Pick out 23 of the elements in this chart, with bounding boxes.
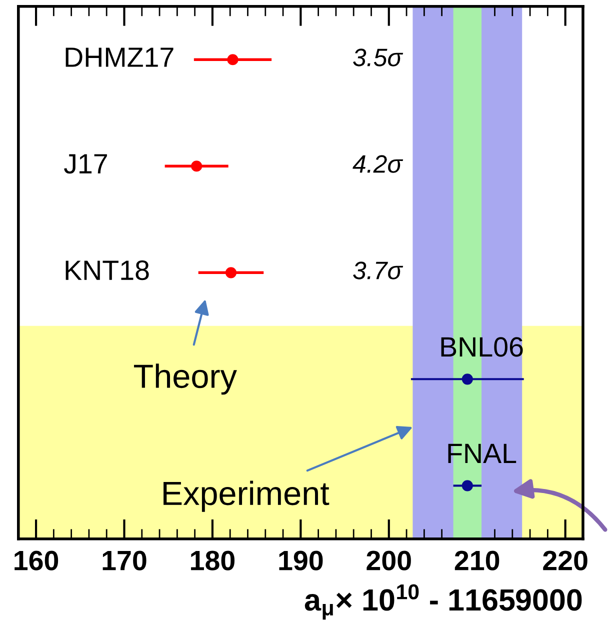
annotation: 3.7σ	[353, 262, 404, 280]
annotation: Theory	[134, 364, 237, 395]
x-tick-label: 170	[102, 550, 146, 570]
annotation: 3.5σ	[353, 48, 404, 66]
x-tick-label: 180	[191, 550, 234, 570]
annotation: 4.2σ	[352, 155, 404, 173]
point	[225, 267, 237, 278]
x-tick-label: 190	[279, 550, 323, 570]
y-tick-label: FNAL	[448, 444, 516, 464]
y-tick-label: KNT18	[66, 260, 149, 280]
point	[462, 374, 473, 385]
x-tick-label: 200	[366, 550, 411, 570]
x-tick-label: 210	[454, 550, 500, 570]
point	[462, 480, 473, 492]
point	[191, 160, 202, 172]
annotation: Experiment	[164, 480, 330, 512]
x-tick-label: 220	[543, 550, 588, 570]
y-tick-label: DHMZ17	[66, 48, 174, 67]
x-axis-title: a$_{μ}$× 10$^{10}$ - 11659000	[304, 584, 582, 620]
y-tick-label: BNL06	[441, 337, 523, 357]
point	[227, 54, 238, 66]
y-tick-label: J17	[64, 154, 107, 174]
x-tick-label: 160	[14, 550, 58, 570]
